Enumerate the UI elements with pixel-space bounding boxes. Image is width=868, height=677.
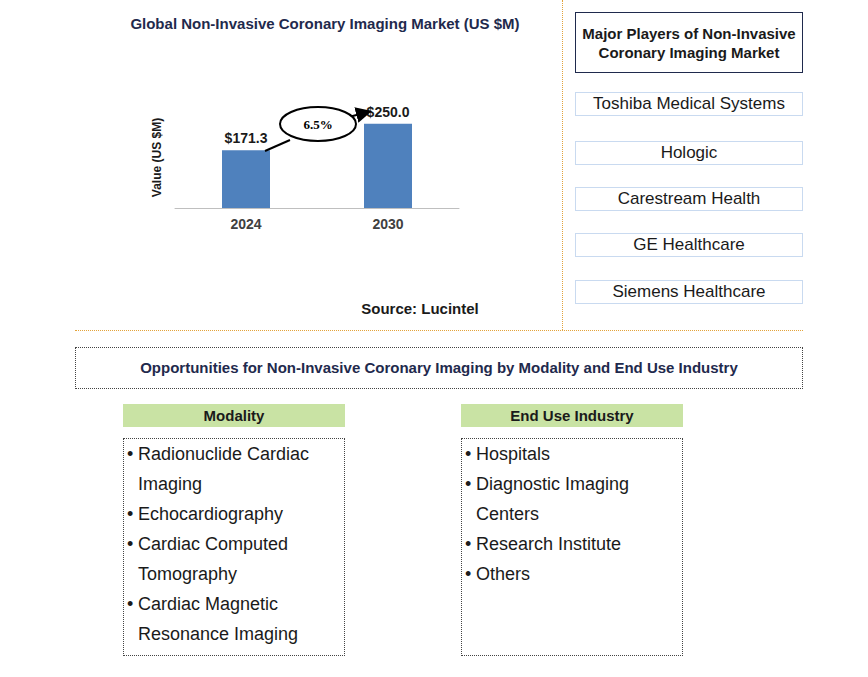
svg-text:$250.0: $250.0 [367, 104, 410, 120]
html-text:Carestream Health: Carestream Health [617, 189, 761, 208]
svg-text:$171.3: $171.3 [225, 130, 268, 146]
html-text:Toshiba Medical Systems: Toshiba Medical Systems [593, 94, 785, 113]
svg-text:Value (US $M): Value (US $M) [150, 118, 164, 197]
html-text:Others: Others [476, 564, 530, 584]
html-text:GE Healthcare: GE Healthcare [633, 235, 745, 254]
html-text:Opportunities for Non-Invasive: Opportunities for Non-Invasive Coronary … [140, 359, 738, 376]
html-text:Global Non-Invasive Coronary I: Global Non-Invasive Coronary Imaging Mar… [130, 15, 520, 32]
html-text:Echocardiography: Echocardiography [138, 504, 284, 524]
html-text:Siemens Healthcare: Siemens Healthcare [612, 282, 766, 301]
html-text:Research Institute: Research Institute [476, 534, 622, 554]
html-text:Hospitals: Hospitals [476, 444, 550, 464]
html-text:Major Players of Non-Invasive: Major Players of Non-Invasive Coronary I… [582, 24, 796, 61]
html-text:Cardiac Magnetic Resonance Ima: Cardiac Magnetic Resonance Imaging [138, 594, 299, 644]
html-text:Cardiac Computed Tomography: Cardiac Computed Tomography [138, 534, 289, 584]
html-text:Source: Lucintel: Source: Lucintel [361, 300, 479, 317]
html-text:Hologic: Hologic [660, 143, 718, 162]
html-text:Radionuclide Cardiac Imaging: Radionuclide Cardiac Imaging [138, 444, 310, 494]
svg-text:2030: 2030 [372, 216, 403, 232]
svg-text:2024: 2024 [230, 216, 261, 232]
svg-text:6.5%: 6.5% [303, 117, 332, 132]
html-text:Diagnostic Imaging Centers: Diagnostic Imaging Centers [476, 474, 630, 524]
html-text:Modality: Modality [203, 407, 265, 424]
html-text:End Use Industry: End Use Industry [510, 407, 634, 424]
